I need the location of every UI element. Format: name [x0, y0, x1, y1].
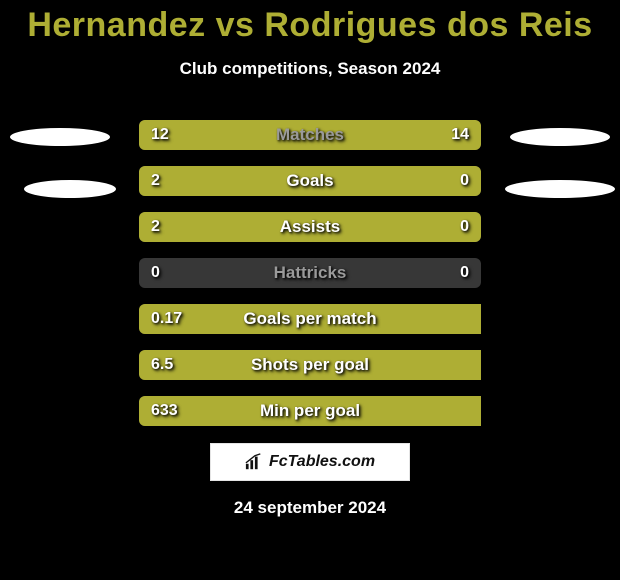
- stat-row-goals-per-match: 0.17 Goals per match: [139, 304, 481, 334]
- stat-bar-right: [402, 166, 481, 196]
- stat-val-right: 0: [460, 258, 469, 288]
- stat-row-goals: 2 0 Goals: [139, 166, 481, 196]
- stat-bar-left: [139, 120, 296, 150]
- brand-badge: FcTables.com: [210, 443, 410, 481]
- stat-bar-right: [296, 120, 481, 150]
- page-title: Hernandez vs Rodrigues dos Reis: [0, 0, 620, 45]
- stat-label: Hattricks: [139, 258, 481, 288]
- stat-row-hattricks: 0 0 Hattricks: [139, 258, 481, 288]
- page-subtitle: Club competitions, Season 2024: [0, 59, 620, 79]
- stat-row-matches: 12 14 Matches: [139, 120, 481, 150]
- stat-bar-right: [402, 212, 481, 242]
- stat-bar-left: [139, 396, 481, 426]
- stat-bar-left: [139, 166, 402, 196]
- stat-row-shots-per-goal: 6.5 Shots per goal: [139, 350, 481, 380]
- date-line: 24 september 2024: [0, 498, 620, 518]
- brand-text: FcTables.com: [269, 453, 375, 471]
- comparison-infographic: Hernandez vs Rodrigues dos Reis Club com…: [0, 0, 620, 580]
- stat-bar-left: [139, 212, 402, 242]
- stat-row-min-per-goal: 633 Min per goal: [139, 396, 481, 426]
- stat-bar-left: [139, 350, 481, 380]
- brand-logo-icon: [245, 453, 263, 471]
- stat-val-left: 0: [151, 258, 160, 288]
- stat-row-assists: 2 0 Assists: [139, 212, 481, 242]
- stat-bar-left: [139, 304, 481, 334]
- stat-bars: 12 14 Matches 2 0 Goals 2 0 Assists 0 0 …: [0, 120, 620, 442]
